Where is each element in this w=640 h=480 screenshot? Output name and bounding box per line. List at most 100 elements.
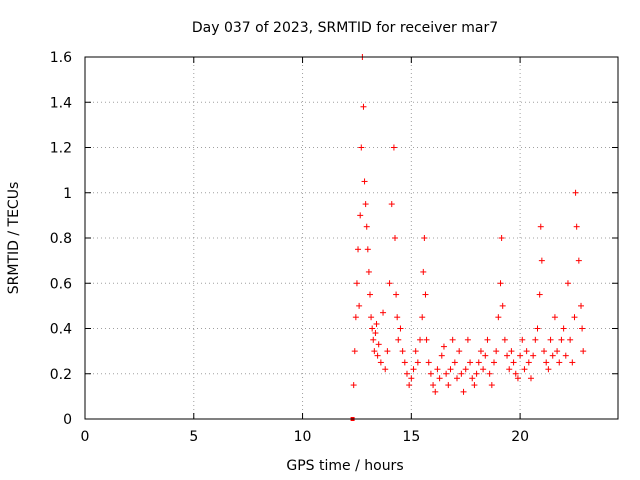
data-point [519, 336, 526, 343]
data-point [388, 201, 395, 208]
data-point [369, 325, 376, 332]
data-point [506, 366, 513, 373]
data-point [419, 314, 426, 321]
data-point [458, 370, 465, 377]
data-point [425, 359, 432, 366]
data-point [360, 103, 367, 110]
data-point [451, 359, 458, 366]
data-point [564, 280, 571, 287]
data-point [551, 314, 558, 321]
data-point [370, 336, 377, 343]
data-point [580, 348, 587, 355]
data-point [390, 144, 397, 151]
data-point [447, 366, 454, 373]
data-point [486, 370, 493, 377]
data-point [495, 314, 502, 321]
data-point [575, 257, 582, 264]
data-point [560, 325, 567, 332]
data-point [375, 341, 382, 348]
data-point [372, 330, 379, 337]
data-point [543, 359, 550, 366]
data-point [471, 382, 478, 389]
data-point [475, 359, 482, 366]
data-point [569, 359, 576, 366]
data-point [454, 375, 461, 382]
data-point [363, 223, 370, 230]
data-point [350, 382, 357, 389]
data-point [384, 348, 391, 355]
data-point [352, 314, 359, 321]
data-point [477, 348, 484, 355]
data-point [406, 382, 413, 389]
y-tick-label: 0.4 [50, 322, 72, 338]
data-point [430, 382, 437, 389]
data-point [527, 375, 534, 382]
y-axis-label: SRMTID / TECUs [6, 182, 22, 295]
x-tick-label: 0 [81, 429, 90, 445]
data-point [571, 314, 578, 321]
data-point [554, 348, 561, 355]
x-tick-labels: 0 5 10 15 20 [81, 429, 529, 445]
data-point [414, 359, 421, 366]
chart-title: Day 037 of 2023, SRMTID for receiver mar… [192, 20, 498, 36]
plot-frame [84, 56, 619, 420]
data-point [517, 352, 524, 359]
y-tick-label: 0.2 [50, 367, 72, 383]
data-point [351, 348, 358, 355]
data-point [368, 314, 375, 321]
data-point [545, 366, 552, 373]
data-point [408, 375, 415, 382]
data-point [558, 336, 565, 343]
data-point [373, 320, 380, 327]
y-tick-label: 1.2 [50, 141, 72, 157]
data-point [399, 348, 406, 355]
data-point [579, 325, 586, 332]
data-point [573, 223, 580, 230]
data-point [501, 336, 508, 343]
y-tick-label: 1.4 [50, 95, 72, 111]
y-tick-label: 1.6 [50, 50, 72, 66]
data-point [353, 280, 360, 287]
data-point [480, 366, 487, 373]
data-point [449, 336, 456, 343]
data-point [510, 359, 517, 366]
data-point [467, 359, 474, 366]
data-point [578, 302, 585, 309]
data-point [410, 366, 417, 373]
data-point [377, 359, 384, 366]
data-point [382, 366, 389, 373]
x-axis-label: GPS time / hours [286, 458, 403, 474]
data-point [401, 359, 408, 366]
data-point [490, 359, 497, 366]
x-tick-label: 5 [189, 429, 198, 445]
data-point [547, 336, 554, 343]
data-point [514, 375, 521, 382]
data-point [392, 235, 399, 241]
data-point [432, 388, 439, 395]
data-point [420, 268, 427, 275]
data-point [482, 352, 489, 359]
data-point [434, 366, 441, 373]
data-point [508, 348, 515, 355]
data-point [422, 291, 429, 298]
y-tick-label: 0.6 [50, 276, 72, 292]
data-point [498, 235, 505, 241]
data-point [534, 325, 541, 332]
y-tick-label: 1 [63, 186, 72, 202]
data-point [436, 375, 443, 382]
data-point [549, 352, 556, 359]
data-point [361, 178, 368, 185]
data-point [358, 144, 365, 151]
data-point [523, 348, 530, 355]
data-point [423, 336, 430, 343]
data-point [538, 257, 545, 264]
data-point [456, 348, 463, 355]
data-point [504, 352, 511, 359]
data-point [541, 348, 548, 355]
x-tick-label: 10 [294, 429, 312, 445]
y-tick-label: 0.8 [50, 231, 72, 247]
data-point [460, 388, 467, 395]
data-point [403, 370, 410, 377]
